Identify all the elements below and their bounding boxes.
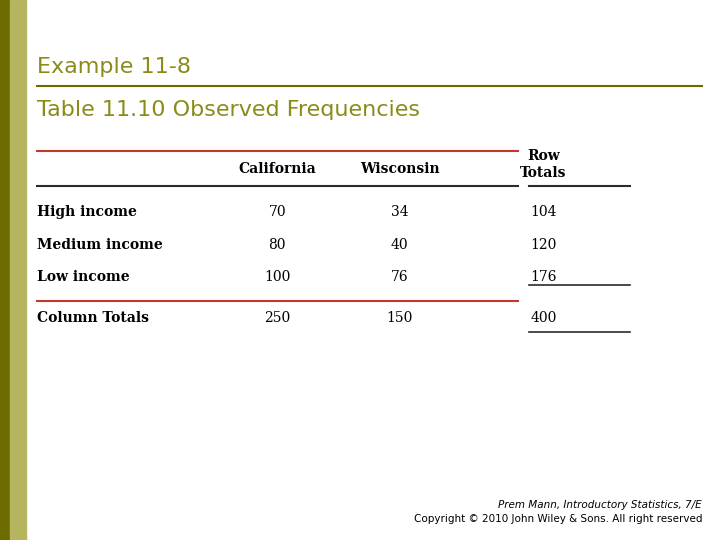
Text: Wisconsin: Wisconsin (360, 162, 439, 176)
Text: 104: 104 (531, 205, 557, 219)
Text: Low income: Low income (37, 270, 130, 284)
Text: 100: 100 (264, 270, 290, 284)
Text: 80: 80 (269, 238, 286, 252)
Text: 34: 34 (391, 205, 408, 219)
Text: 176: 176 (531, 270, 557, 284)
Text: Row
Totals: Row Totals (521, 148, 567, 180)
Text: 70: 70 (269, 205, 286, 219)
Text: 40: 40 (391, 238, 408, 252)
Text: Table 11.10 Observed Frequencies: Table 11.10 Observed Frequencies (37, 100, 420, 120)
Text: High income: High income (37, 205, 138, 219)
Text: 250: 250 (264, 310, 290, 325)
Text: 120: 120 (531, 238, 557, 252)
Text: 150: 150 (387, 310, 413, 325)
Text: 76: 76 (391, 270, 408, 284)
Text: Prem Mann, Introductory Statistics, 7/E: Prem Mann, Introductory Statistics, 7/E (498, 500, 702, 510)
Text: Copyright © 2010 John Wiley & Sons. All right reserved: Copyright © 2010 John Wiley & Sons. All … (413, 514, 702, 524)
Text: 400: 400 (531, 310, 557, 325)
Text: California: California (238, 162, 316, 176)
Text: Column Totals: Column Totals (37, 310, 150, 325)
Text: Medium income: Medium income (37, 238, 163, 252)
Text: Example 11-8: Example 11-8 (37, 57, 192, 77)
